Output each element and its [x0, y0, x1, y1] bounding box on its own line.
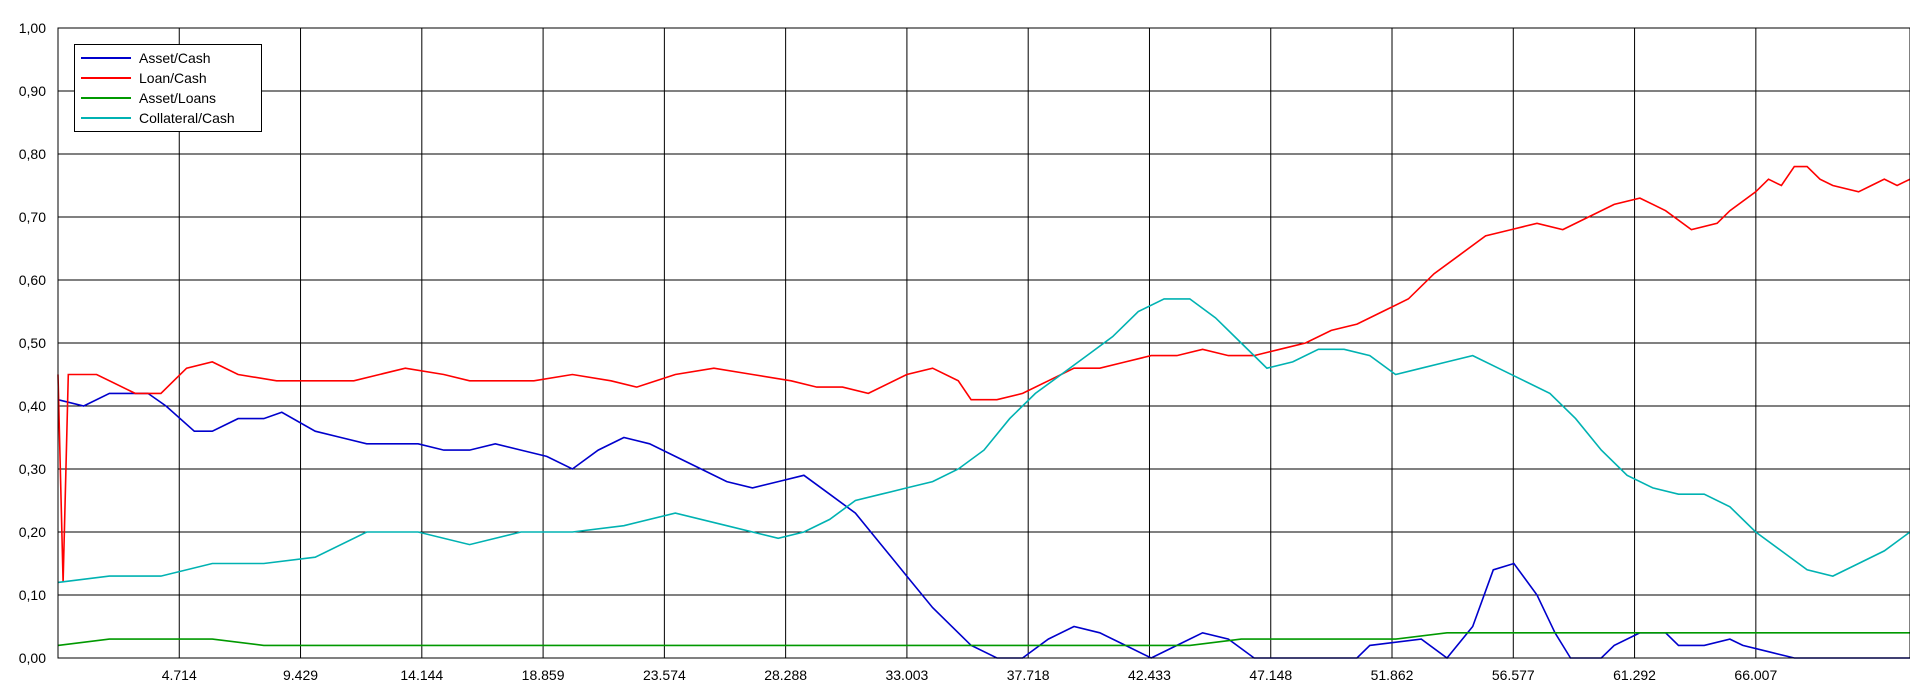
y-tick-label: 1,00 [19, 20, 46, 36]
legend-item-asset-loans: Asset/Loans [81, 88, 255, 108]
y-tick-label: 0,90 [19, 83, 46, 99]
legend-label-loan-cash: Loan/Cash [139, 70, 207, 86]
x-tick-label: 33.003 [885, 667, 928, 683]
y-tick-label: 0,40 [19, 398, 46, 414]
plot-frame [57, 27, 1910, 659]
x-tick-label: 42.433 [1128, 667, 1171, 683]
legend-item-asset-cash: Asset/Cash [81, 48, 255, 68]
legend-label-collateral-cash: Collateral/Cash [139, 110, 235, 126]
x-tick-label: 14.144 [400, 667, 443, 683]
legend-swatch-loan-cash [81, 77, 131, 79]
y-tick-label: 0,00 [19, 650, 46, 666]
series-line-asset-loans [57, 632, 1910, 647]
x-tick-label: 56.577 [1492, 667, 1535, 683]
legend-swatch-asset-cash [81, 57, 131, 59]
legend-swatch-collateral-cash [81, 117, 131, 119]
series-lines [57, 165, 1910, 660]
legend: Asset/Cash Loan/Cash Asset/Loans Collate… [74, 44, 262, 132]
legend-item-loan-cash: Loan/Cash [81, 68, 255, 88]
x-tick-label: 51.862 [1371, 667, 1414, 683]
x-tick-label: 18.859 [522, 667, 565, 683]
x-tick-label: 28.288 [764, 667, 807, 683]
series-line-loan-cash [57, 165, 1910, 583]
x-tick-label: 4.714 [162, 667, 197, 683]
x-axis-ticks: 4.714 9.429 14.144 18.859 23.574 28.288 33.003… [162, 667, 1778, 683]
y-tick-label: 0,20 [19, 524, 46, 540]
x-tick-label: 37.718 [1007, 667, 1050, 683]
x-tick-label: 23.574 [643, 667, 686, 683]
legend-swatch-asset-loans [81, 97, 131, 99]
x-tick-label: 47.148 [1249, 667, 1292, 683]
x-tick-label: 61.292 [1613, 667, 1656, 683]
y-tick-label: 0,70 [19, 209, 46, 225]
x-tick-label: 66.007 [1734, 667, 1777, 683]
y-tick-label: 0,60 [19, 272, 46, 288]
legend-label-asset-loans: Asset/Loans [139, 90, 217, 106]
x-tick-label: 9.429 [283, 667, 318, 683]
y-axis-ticks: 0,00 0,10 0,20 0,30 0,40 0,50 0,60 0,70 0,80 0,90… [19, 20, 46, 666]
y-tick-label: 0,30 [19, 461, 46, 477]
legend-item-collateral-cash: Collateral/Cash [81, 108, 255, 128]
y-tick-label: 0,80 [19, 146, 46, 162]
y-tick-label: 0,10 [19, 587, 46, 603]
series-line-collateral-cash [57, 298, 1910, 584]
y-tick-label: 0,50 [19, 335, 46, 351]
legend-label-asset-cash: Asset/Cash [139, 50, 211, 66]
